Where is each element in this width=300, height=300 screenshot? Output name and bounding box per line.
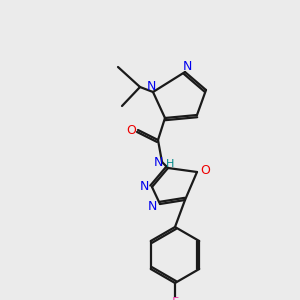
Text: N: N <box>139 181 149 194</box>
Text: N: N <box>147 200 157 214</box>
Text: H: H <box>166 159 174 169</box>
Text: N: N <box>182 61 192 74</box>
Text: O: O <box>200 164 210 176</box>
Text: N: N <box>146 80 156 94</box>
Text: F: F <box>171 296 178 300</box>
Text: N: N <box>153 155 163 169</box>
Text: O: O <box>126 124 136 136</box>
